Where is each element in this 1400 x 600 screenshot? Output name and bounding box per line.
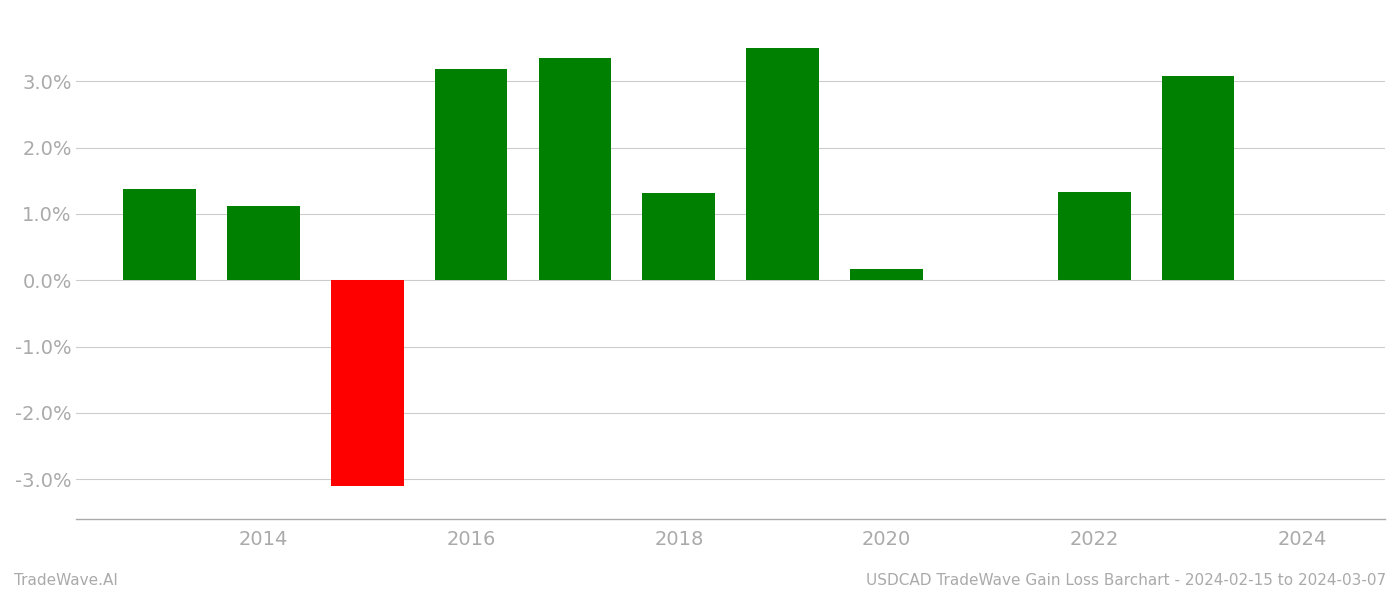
Bar: [746, 48, 819, 280]
Bar: [123, 190, 196, 280]
Bar: [330, 280, 403, 486]
Bar: [1058, 192, 1131, 280]
Bar: [227, 206, 300, 280]
Text: USDCAD TradeWave Gain Loss Barchart - 2024-02-15 to 2024-03-07: USDCAD TradeWave Gain Loss Barchart - 20…: [865, 573, 1386, 588]
Bar: [850, 269, 923, 280]
Bar: [435, 70, 507, 280]
Text: TradeWave.AI: TradeWave.AI: [14, 573, 118, 588]
Bar: [539, 58, 612, 280]
Bar: [1162, 76, 1235, 280]
Bar: [643, 193, 715, 280]
